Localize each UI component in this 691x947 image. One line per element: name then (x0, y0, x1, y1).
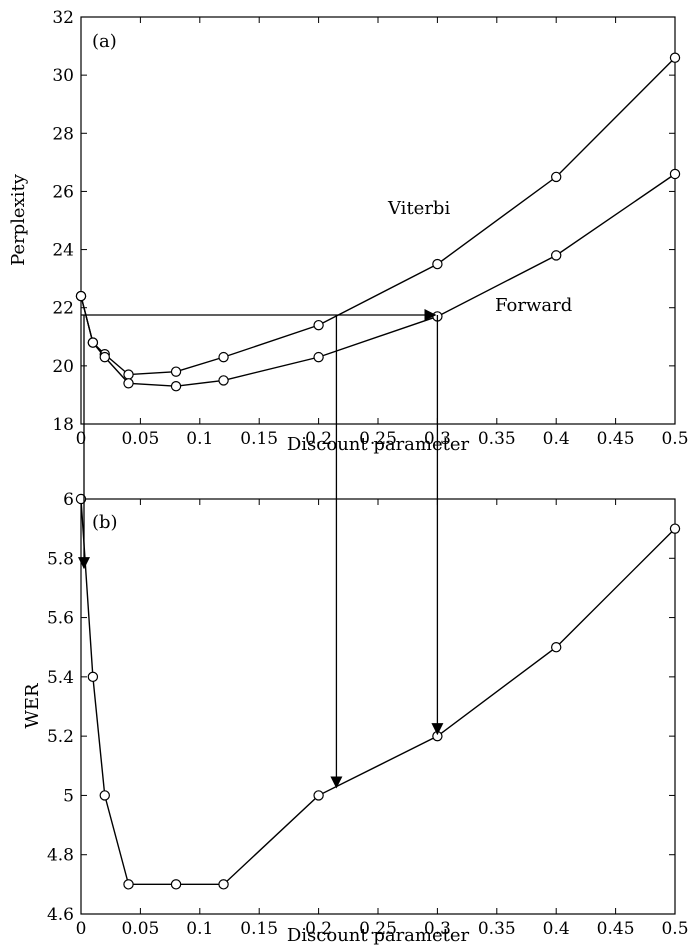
panel-b-xlabel: Discount parameter (287, 925, 470, 946)
y-tick-label: 5.4 (47, 668, 74, 688)
data-point-wer (669, 523, 681, 534)
data-point-viterbi (218, 351, 229, 363)
data-point-wer (170, 879, 182, 890)
panel-a-frame (80, 16, 676, 425)
panel-a-ylabel: Perplexity (8, 173, 29, 266)
data-point-wer (551, 642, 562, 653)
y-tick-label: 4.8 (47, 846, 74, 866)
panel-a-series (75, 52, 681, 392)
y-tick-label: 6 (63, 490, 74, 510)
x-tick-label: 0.5 (661, 429, 688, 449)
panel-b: 0 0.05 0.1 0.15 0.2 0.25 0.3 0.35 0.4 0.45 0.5 4.6 4… (22, 490, 689, 946)
data-point-forward (313, 351, 324, 363)
y-tick-label: 5.2 (47, 727, 74, 747)
y-tick-label: 20 (52, 357, 74, 377)
y-tick-label: 18 (52, 415, 74, 435)
panel-a: 0 0.05 0.1 0.15 0.2 0.25 0.3 0.35 0.4 0.45 0.51820… (8, 8, 689, 455)
panel-b-series (75, 493, 681, 890)
data-point-wer (87, 671, 99, 683)
series-line-wer (80, 498, 676, 886)
y-tick-label: 5 (63, 786, 74, 806)
data-point-viterbi (669, 52, 681, 63)
x-tick-label: 0.15 (240, 429, 278, 449)
y-tick-label: 30 (52, 66, 74, 86)
y-tick-label: 32 (52, 8, 74, 28)
data-point-forward (170, 381, 182, 392)
series-line-viterbi (80, 57, 676, 376)
x-tick-label: 0.2 (305, 429, 332, 449)
x-tick-label: 0.45 (597, 429, 635, 449)
y-tick-label: 22 (52, 299, 74, 319)
x-tick-label: 0.3 (424, 919, 451, 939)
y-tick-label: 4.6 (47, 905, 74, 925)
panel-b-ticks: 0 0.05 0.1 0.15 0.2 0.25 0.3 0.35 0.4 0.45 0.5 4.6 4… (47, 490, 689, 939)
x-tick-label: 0.35 (478, 919, 516, 939)
panel-a-label: (a) (92, 31, 117, 52)
data-point-viterbi (170, 366, 182, 377)
panel-b-frame (80, 498, 676, 915)
x-tick-label: 0.05 (121, 429, 159, 449)
y-tick-label: 5.8 (47, 549, 74, 569)
data-point-forward (99, 351, 110, 363)
data-point-forward (551, 250, 562, 261)
panel-b-ylabel: WER (22, 683, 43, 729)
y-tick-label: 26 (52, 182, 74, 202)
x-tick-label: 0.15 (240, 919, 278, 939)
x-tick-label: 0.1 (186, 919, 213, 939)
x-tick-label: 0.45 (597, 919, 635, 939)
annotation-forward: Forward (495, 295, 572, 316)
panel-b-label: (b) (92, 512, 118, 533)
x-tick-label: 0.25 (359, 919, 397, 939)
data-point-viterbi (551, 171, 562, 183)
data-point-wer (313, 790, 324, 801)
data-point-wer (218, 879, 229, 890)
data-point-forward (75, 290, 87, 302)
data-point-viterbi (123, 369, 134, 380)
x-tick-label: 0.4 (543, 919, 570, 939)
x-tick-label: 0.5 (661, 919, 688, 939)
x-tick-label: 0.25 (359, 429, 397, 449)
y-tick-label: 28 (52, 124, 74, 144)
data-point-forward (87, 337, 99, 348)
data-point-viterbi (432, 258, 443, 270)
data-point-wer (75, 493, 87, 505)
data-point-forward (669, 168, 681, 180)
x-tick-label: 0 (76, 919, 87, 939)
x-tick-label: 0.4 (543, 429, 570, 449)
data-point-viterbi (313, 319, 324, 331)
x-tick-label: 0 (76, 429, 87, 449)
data-point-wer (123, 879, 134, 890)
x-tick-label: 0.35 (478, 429, 516, 449)
panel-a-xlabel: Discount parameter (287, 434, 470, 455)
data-point-forward (123, 378, 134, 389)
series-line-forward (80, 173, 676, 387)
y-tick-label: 5.6 (47, 609, 74, 629)
x-tick-label: 0.1 (186, 429, 213, 449)
cross-panel-arrows (78, 308, 444, 789)
data-point-forward (218, 375, 229, 386)
data-point-wer (99, 790, 110, 801)
x-tick-label: 0.05 (121, 919, 159, 939)
x-tick-label: 0.2 (305, 919, 332, 939)
annotation-viterbi: Viterbi (387, 198, 450, 219)
panel-a-ticks: 0 0.05 0.1 0.15 0.2 0.25 0.3 0.35 0.4 0.45 0.51820… (52, 8, 688, 449)
y-tick-label: 24 (52, 241, 74, 261)
